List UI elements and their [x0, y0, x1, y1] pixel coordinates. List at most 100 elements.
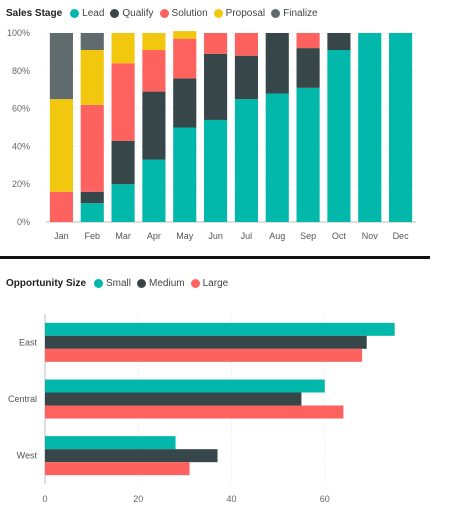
bar-segment-lead: [111, 184, 135, 222]
x-tick-label: Mar: [115, 231, 131, 241]
x-tick-label: 60: [320, 494, 330, 504]
bar-segment-lead: [265, 93, 289, 222]
legend-label: Solution: [171, 8, 208, 19]
opportunity-size-legend: Opportunity Size Small Medium Large: [6, 278, 234, 289]
legend-label: Finalize: [283, 8, 318, 19]
legend-dot-icon: [94, 279, 103, 288]
bar-segment-solution: [111, 63, 135, 141]
y-tick-label: 0%: [17, 217, 30, 227]
sales-stage-legend: Sales Stage Lead Qualify Solution Propos…: [6, 8, 324, 19]
bar-medium: [45, 392, 302, 406]
y-category-label: East: [19, 337, 38, 347]
x-tick-label: Nov: [362, 231, 379, 241]
bar-segment-solution: [173, 38, 197, 79]
legend-item[interactable]: Large: [190, 278, 229, 289]
x-tick-label: Jun: [208, 231, 223, 241]
legend-item[interactable]: Finalize: [271, 8, 318, 19]
bar-segment-qualify: [296, 48, 320, 88]
x-tick-label: 0: [42, 494, 47, 504]
bar-segment-finalize: [49, 33, 73, 100]
x-tick-label: Dec: [393, 231, 410, 241]
x-tick-label: 40: [226, 494, 236, 504]
x-tick-label: Aug: [269, 231, 285, 241]
bar-segment-qualify: [204, 53, 228, 120]
legend-title: Sales Stage: [6, 8, 63, 19]
bar-small: [45, 322, 395, 336]
y-category-label: Central: [8, 394, 37, 404]
legend-item[interactable]: Lead: [70, 8, 104, 19]
legend-dot-icon: [137, 279, 147, 288]
sales-stage-chart-panel: Sales Stage Lead Qualify Solution Propos…: [0, 0, 474, 252]
y-category-label: West: [17, 451, 38, 461]
legend-dot-icon: [271, 9, 281, 18]
legend-item[interactable]: Small: [94, 278, 131, 289]
bar-segment-solution: [204, 33, 228, 54]
x-tick-label: Feb: [84, 231, 100, 241]
legend-label: Qualify: [122, 8, 154, 19]
bar-segment-qualify: [234, 55, 258, 100]
legend-dot-icon: [159, 9, 169, 18]
bar-segment-qualify: [327, 33, 351, 51]
y-tick-label: 40%: [12, 141, 30, 151]
y-tick-label: 20%: [12, 179, 30, 189]
legend-label: Lead: [82, 8, 105, 19]
y-tick-label: 60%: [12, 104, 30, 114]
y-tick-label: 80%: [12, 66, 30, 76]
bar-segment-proposal: [173, 31, 197, 39]
x-tick-label: Oct: [332, 231, 347, 241]
bar-segment-qualify: [80, 191, 104, 204]
legend-item[interactable]: Medium: [137, 278, 185, 289]
bar-segment-solution: [142, 50, 166, 92]
legend-item[interactable]: Solution: [159, 8, 208, 19]
x-tick-label: Jan: [54, 231, 69, 241]
bar-segment-qualify: [142, 91, 166, 160]
legend-title: Opportunity Size: [6, 278, 86, 289]
opportunity-size-clustered-bar-chart: 0 20 40 60 East Central West: [8, 314, 395, 504]
y-tick-label: 100%: [7, 28, 30, 38]
legend-dot-icon: [110, 9, 120, 18]
bar-segment-lead: [296, 87, 320, 222]
legend-dot-icon: [213, 9, 223, 18]
x-tick-label: Jul: [241, 231, 253, 241]
bar-small: [45, 379, 325, 393]
bar-segment-lead: [389, 33, 413, 222]
bar-segment-lead: [173, 127, 197, 222]
bar-segment-solution: [80, 104, 104, 192]
bar-medium: [45, 449, 218, 463]
bar-segment-qualify: [265, 33, 289, 94]
bar-segment-proposal: [49, 99, 73, 192]
legend-item[interactable]: Qualify: [110, 8, 154, 19]
bar-segment-lead: [204, 119, 228, 222]
bar-segment-proposal: [80, 50, 104, 105]
legend-label: Large: [202, 278, 229, 289]
bar-segment-qualify: [111, 140, 135, 185]
bar-segment-lead: [80, 203, 104, 222]
bar-large: [45, 462, 190, 476]
x-tick-label: 20: [133, 494, 143, 504]
x-tick-label: May: [176, 231, 194, 241]
bar-segment-proposal: [142, 33, 166, 51]
legend-dot-icon: [70, 9, 80, 18]
bar-segment-solution: [296, 33, 320, 49]
bar-small: [45, 436, 176, 450]
x-tick-label: Apr: [147, 231, 161, 241]
bar-segment-lead: [327, 50, 351, 223]
bar-large: [45, 348, 363, 362]
legend-label: Medium: [149, 278, 185, 289]
legend-item[interactable]: Proposal: [213, 8, 265, 19]
x-tick-label: Sep: [300, 231, 316, 241]
bar-segment-solution: [49, 191, 73, 222]
opportunity-size-chart-panel: Opportunity Size Small Medium Large 0 20 4…: [0, 262, 474, 513]
bar-segment-qualify: [173, 78, 197, 128]
bar-segment-finalize: [80, 33, 104, 51]
bar-segment-solution: [234, 33, 258, 56]
sales-stage-stacked-column-chart: 0% 20% 40% 60% 80% 100% Jan Feb Mar Apr May Jun Jul A…: [7, 28, 416, 241]
bar-segment-lead: [234, 99, 258, 222]
bar-segment-lead: [358, 33, 382, 222]
bar-segment-proposal: [111, 33, 135, 64]
panel-divider: [0, 256, 430, 259]
bar-medium: [45, 335, 367, 349]
legend-label: Small: [106, 278, 132, 289]
bar-large: [45, 405, 344, 419]
legend-dot-icon: [190, 279, 200, 288]
